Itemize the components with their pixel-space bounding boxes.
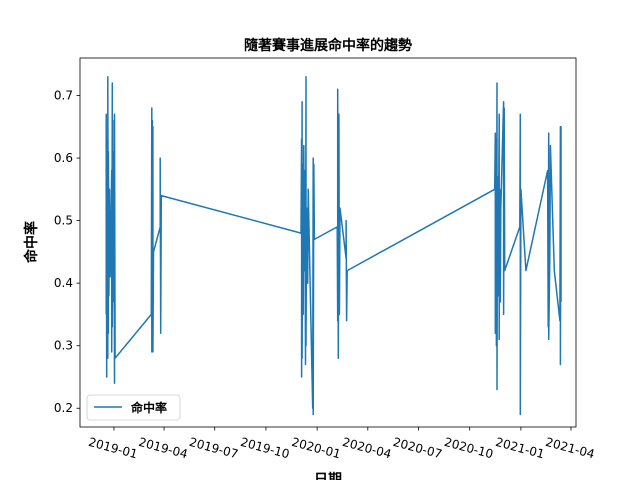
y-tick-label: 0.2 xyxy=(54,401,73,415)
legend-label: 命中率 xyxy=(130,400,167,415)
x-axis-label: 日期 xyxy=(314,472,342,480)
y-tick-label: 0.3 xyxy=(54,339,73,353)
plot-frame xyxy=(79,57,577,428)
y-axis-label: 命中率 xyxy=(23,221,40,264)
y-tick-label: 0.5 xyxy=(54,214,73,228)
plot-area xyxy=(79,57,577,428)
y-tick-label: 0.7 xyxy=(54,89,73,103)
y-tick-label: 0.6 xyxy=(54,151,73,165)
legend: 命中率 xyxy=(86,394,181,421)
legend-box xyxy=(86,394,181,421)
y-axis: 0.2 0.3 0.4 0.5 0.6 0.7 xyxy=(54,89,80,415)
series-line-0 xyxy=(105,76,562,416)
plot-background xyxy=(80,58,576,427)
series-layer xyxy=(105,76,562,416)
y-tick-label: 0.4 xyxy=(54,276,73,290)
chart-title: 隨著賽事進展命中率的趨勢 xyxy=(244,37,412,54)
